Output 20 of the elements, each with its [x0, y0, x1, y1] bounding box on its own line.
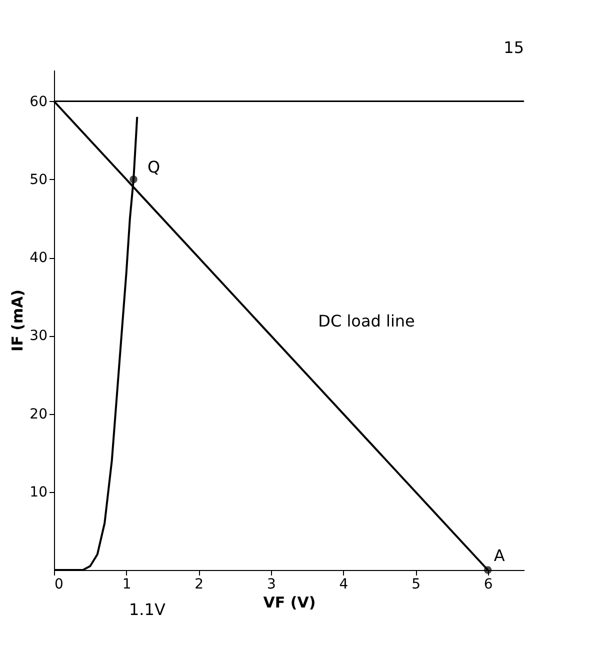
- x-axis-title: VF (V): [263, 594, 316, 612]
- y-tick-label: 40: [30, 250, 48, 266]
- x-tick-label: 5: [412, 576, 420, 592]
- text: 15: [504, 38, 524, 57]
- x-tick-label: 2: [194, 576, 204, 592]
- x-tick-label: 4: [339, 576, 348, 592]
- annotation: Q: [148, 157, 160, 176]
- x-tick-label: 1: [122, 576, 132, 592]
- x-tick-label: 3: [266, 576, 276, 592]
- y-tick-label: 30: [30, 328, 48, 344]
- text: 1.1V: [129, 600, 166, 619]
- y-axis-title: IF (mA): [8, 290, 27, 352]
- annotation: A: [494, 546, 505, 565]
- x-tick-label: 0: [54, 576, 64, 592]
- x-tick-label: 6: [484, 576, 493, 592]
- y-tick-label: 50: [30, 172, 48, 188]
- y-tick-label: 20: [30, 406, 48, 422]
- y-tick-label: 10: [30, 484, 48, 500]
- y-tick-label: 60: [30, 94, 48, 110]
- annotation: DC load line: [318, 312, 415, 331]
